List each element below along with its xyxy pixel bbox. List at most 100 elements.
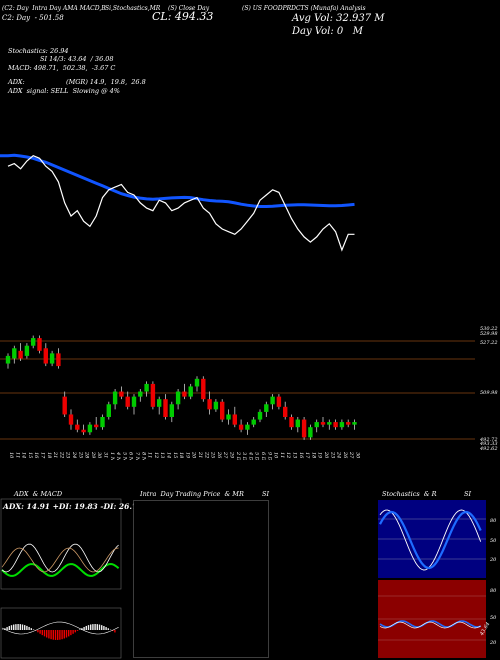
date-tick-label: 11 Nov xyxy=(147,452,153,460)
stoch-k-line xyxy=(379,509,482,571)
candle-body xyxy=(301,419,307,438)
candle-body xyxy=(226,414,231,420)
si-label-80: 80 xyxy=(490,588,497,594)
candle-body xyxy=(5,355,11,364)
date-tick-label: 26 Dec xyxy=(342,451,348,460)
date-tick-label: 5 Nov xyxy=(121,452,127,460)
date-tick-label: 4 Dec xyxy=(247,451,253,460)
candle-body xyxy=(352,422,357,425)
candle-body xyxy=(31,338,36,346)
si-label-20: 20 xyxy=(490,640,497,646)
date-tick-label: 1 Nov xyxy=(109,452,115,460)
macd-bar xyxy=(92,624,94,630)
date-tick-label: 18 Dec xyxy=(310,452,316,460)
candle-body xyxy=(314,422,319,428)
date-tick-label: 25 Nov xyxy=(210,451,216,460)
date-tick-label: 6 Dec xyxy=(260,452,266,460)
date-tick-label: 20 Dec xyxy=(323,451,329,460)
macd-bar xyxy=(81,628,83,630)
candle-body xyxy=(144,383,149,392)
candle-body xyxy=(81,429,86,433)
stoch-si-panel xyxy=(378,500,486,658)
adx-signal-readout: ADX signal: SELL Slowing @ 4% xyxy=(8,87,120,95)
macd-bar xyxy=(72,630,74,634)
date-tick-label: 15 Nov xyxy=(172,452,178,460)
date-tick-label: 13 Dec xyxy=(292,452,298,460)
date-tick-label: 21 Nov xyxy=(197,451,203,460)
candle-body xyxy=(18,350,23,359)
day-vol-label: Day Vol: 0 M xyxy=(292,26,364,37)
stoch-label-20: 20 xyxy=(490,557,497,563)
candle-body xyxy=(49,353,55,364)
date-tick-label: 8 Nov xyxy=(140,452,146,460)
macd-bar xyxy=(19,624,21,630)
adx-readout: ADX: (MGR) 14.9, 19.8, 26.8 xyxy=(8,78,146,86)
candle-body xyxy=(327,422,332,425)
adx-macd-title: ADX & MACD xyxy=(14,490,63,498)
header-line-left: (C2: Day Intra Day AMA MACD,B xyxy=(2,5,106,12)
macd-bar xyxy=(107,628,109,630)
price-tick-label: 493.33 xyxy=(479,441,498,447)
date-tick-label: 26 Nov xyxy=(216,451,222,460)
stoch-title: Stochastics & R xyxy=(382,490,437,498)
price-tick-label: 509.98 xyxy=(480,390,498,396)
date-tick-label: 13 Nov xyxy=(159,452,165,460)
candle-body xyxy=(207,399,212,410)
date-tick-label: 31 Oct xyxy=(103,452,109,460)
date-tick-label: 6 Nov xyxy=(128,452,134,460)
candle-body xyxy=(276,396,282,407)
candle-body xyxy=(87,424,93,433)
date-tick-label: 16 Dec xyxy=(298,452,304,460)
si-readout: SI 14/3: 43.64 / 36.08 xyxy=(40,55,114,63)
macd-bar xyxy=(68,630,70,637)
macd-bar xyxy=(96,624,98,630)
candle-body xyxy=(333,422,338,428)
date-tick-label: 10 Dec xyxy=(273,452,279,460)
candle-body xyxy=(100,417,105,428)
date-tick-label: 18 Nov xyxy=(178,452,184,460)
candle-body xyxy=(283,406,288,417)
macd-bar xyxy=(83,626,85,630)
line-series xyxy=(0,153,355,252)
intraday-title: Intra Day Trading Price & MR xyxy=(140,490,244,498)
macd-bar xyxy=(76,630,79,631)
candlestick-series xyxy=(5,335,357,440)
candle-body xyxy=(131,396,137,407)
candle-body xyxy=(295,419,300,428)
macd-bar xyxy=(101,625,103,630)
macd-bar xyxy=(15,624,17,630)
candle-body xyxy=(232,414,237,425)
macd-bar xyxy=(74,630,76,633)
macd-bar xyxy=(30,628,32,630)
date-tick-label: 11 Oct xyxy=(14,452,20,460)
si-white-line xyxy=(379,621,481,629)
date-tick-label: 9 Dec xyxy=(266,452,272,460)
candle-body xyxy=(308,427,313,438)
macd-bar xyxy=(54,630,57,640)
candle-body xyxy=(62,396,67,415)
date-tick-label: 12 Dec xyxy=(285,452,291,460)
candle-body xyxy=(264,404,269,412)
candle-body xyxy=(194,378,200,387)
candle-body xyxy=(56,353,61,367)
date-tick-label: 25 Oct xyxy=(77,451,83,460)
candle-body xyxy=(346,422,351,425)
candle-body xyxy=(320,422,326,425)
date-tick-label: 27 Nov xyxy=(222,451,228,460)
date-tick-label: 14 Oct xyxy=(21,452,27,460)
candle-body xyxy=(125,396,130,407)
date-tick-label: 24 Oct xyxy=(71,451,77,460)
macd-bar xyxy=(28,626,30,630)
candle-body xyxy=(94,424,99,428)
candle-body xyxy=(238,424,244,430)
macd-bar xyxy=(90,624,92,630)
price-tick-label: 492.62 xyxy=(479,446,498,452)
close-label: CL: 494.33 xyxy=(152,10,214,23)
candle-body xyxy=(339,422,345,428)
macd-bar xyxy=(105,627,107,630)
candle-body xyxy=(37,338,42,351)
price-grid-lines xyxy=(0,340,475,440)
candle-body xyxy=(270,396,275,405)
